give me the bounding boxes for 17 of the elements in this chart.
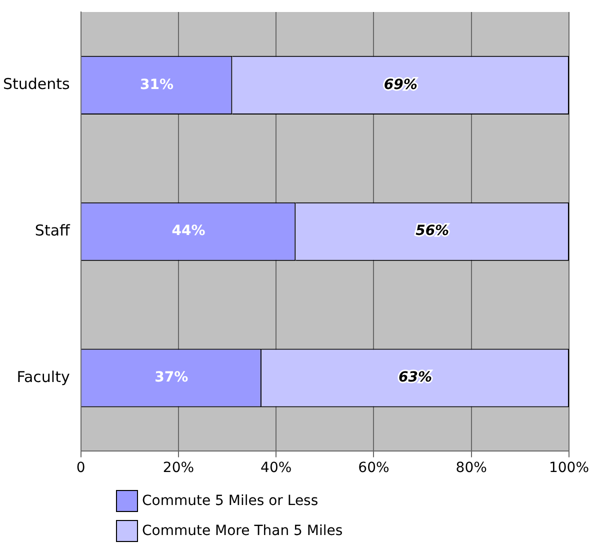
x-tick-label: 0 <box>76 460 86 476</box>
text: 31% <box>140 76 174 93</box>
text: 63% <box>398 370 432 386</box>
text: 56% <box>416 223 450 240</box>
text: 37% <box>154 370 188 386</box>
y-tick-label: Faculty <box>16 368 70 386</box>
x-tick-label: 20% <box>162 460 194 476</box>
y-tick-label: Students <box>2 75 70 94</box>
legend-label: Commute 5 Miles or Less <box>142 493 318 509</box>
legend-label: Commute More Than 5 Miles <box>142 523 343 539</box>
text: 44% <box>172 223 206 240</box>
x-tick-label: 80% <box>456 460 487 476</box>
y-tick-label: Staff <box>34 221 71 240</box>
text: 69% <box>384 76 418 93</box>
x-tick-label: 100% <box>548 460 590 476</box>
x-tick-label: 40% <box>260 460 292 476</box>
x-tick-label: 60% <box>358 460 390 476</box>
